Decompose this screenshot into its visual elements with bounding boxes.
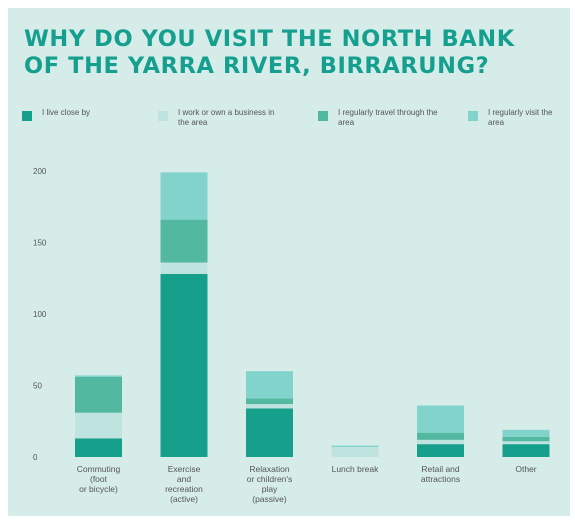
- x-category-label: Other: [515, 464, 536, 474]
- legend-label: I live close by: [42, 108, 91, 117]
- x-category-label: Commuting (foot or bicycle): [77, 464, 121, 494]
- x-category-label-line: Other: [515, 464, 536, 474]
- bar-segment: [417, 444, 464, 457]
- legend-swatch: [318, 111, 328, 121]
- legend-item-visit-area: I regularly visit the area: [468, 108, 568, 128]
- chart-title-line-2: OF THE YARRA RIVER, BIRRARUNG?: [24, 53, 490, 79]
- bar-segment: [75, 438, 122, 457]
- legend-label: I regularly visit the area: [488, 108, 553, 127]
- legend-swatch: [468, 111, 478, 121]
- chart-legend: I live close by I work or own a business…: [22, 108, 562, 144]
- chart-title-line-1: WHY DO YOU VISIT THE NORTH BANK: [24, 26, 515, 52]
- x-category-label-line: recreation: [165, 484, 203, 494]
- bar-segment: [246, 398, 293, 405]
- legend-item-work-in-area: I work or own a business in the area: [158, 108, 278, 128]
- bar-segment: [160, 172, 208, 220]
- x-category-label: Lunch break: [332, 464, 380, 474]
- x-category-label-line: attractions: [421, 474, 460, 484]
- bar-segment: [246, 371, 293, 399]
- x-category-label-line: (foot: [90, 474, 108, 484]
- x-category-label-line: Exercise: [168, 464, 201, 474]
- x-category-label-line: and: [177, 474, 191, 484]
- bar-segment: [246, 408, 293, 457]
- x-category-label-line: Relaxation: [249, 464, 289, 474]
- legend-label: I work or own a business in the area: [178, 108, 275, 127]
- y-tick-label: 100: [33, 310, 47, 319]
- legend-item-travel-through: I regularly travel through the area: [318, 108, 438, 128]
- x-category-label-line: or children's: [247, 474, 293, 484]
- bar-segment: [331, 446, 379, 457]
- x-category-label: Relaxation or children's play (passive): [247, 464, 293, 504]
- y-tick-label: 200: [33, 167, 47, 176]
- bar-segment: [246, 404, 293, 409]
- legend-item-live-close-by: I live close by: [22, 108, 142, 121]
- legend-label: I regularly travel through the area: [338, 108, 438, 127]
- x-category-label-line: (active): [170, 494, 198, 504]
- x-category-label: Retail and attractions: [421, 464, 460, 484]
- y-tick-label: 50: [33, 382, 42, 391]
- bar-segment: [75, 375, 122, 377]
- bar-segment: [160, 273, 208, 457]
- bar-segment: [417, 439, 464, 445]
- legend-swatch: [158, 111, 168, 121]
- y-tick-label: 0: [33, 453, 38, 462]
- bar-segment: [502, 429, 550, 437]
- bar-segment: [160, 219, 208, 263]
- bar-segment: [75, 376, 122, 413]
- x-category-label-line: (passive): [252, 494, 287, 504]
- bar-segment: [417, 405, 464, 433]
- bar-segment: [502, 441, 550, 445]
- y-tick-label: 150: [33, 239, 47, 248]
- bar-segment: [75, 412, 122, 439]
- bar-segment: [417, 432, 464, 440]
- x-category-label-line: play: [262, 484, 278, 494]
- bar-segment: [160, 262, 208, 274]
- bar-segment: [502, 444, 550, 457]
- x-category-label-line: Retail and: [421, 464, 460, 474]
- bar-segment: [502, 436, 550, 442]
- x-category-label-line: Lunch break: [332, 464, 380, 474]
- x-category-label-line: Commuting: [77, 464, 121, 474]
- legend-swatch: [22, 111, 32, 121]
- chart-title: WHY DO YOU VISIT THE NORTH BANK OF THE Y…: [24, 26, 544, 80]
- x-category-label: Exercise and recreation (active): [165, 464, 203, 504]
- bar-segment: [331, 445, 379, 447]
- x-category-label-line: or bicycle): [79, 484, 118, 494]
